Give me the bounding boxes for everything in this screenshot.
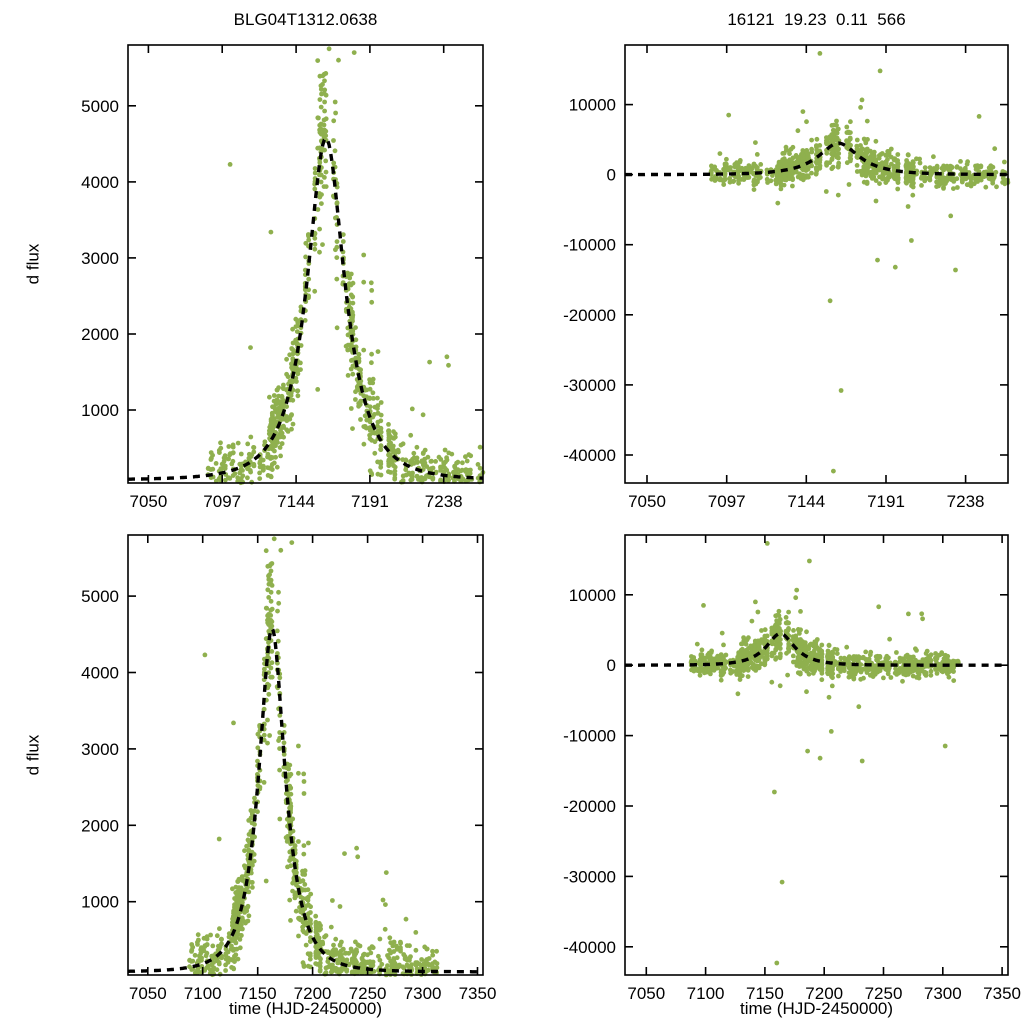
svg-text:5000: 5000 — [81, 97, 119, 116]
svg-text:3000: 3000 — [81, 740, 119, 759]
svg-text:7097: 7097 — [708, 492, 746, 511]
scatter-points — [187, 536, 440, 978]
fit-curve — [625, 631, 1008, 667]
svg-text:7191: 7191 — [351, 492, 389, 511]
svg-text:7300: 7300 — [924, 984, 962, 1003]
svg-text:7350: 7350 — [459, 984, 497, 1003]
svg-text:-30000: -30000 — [563, 376, 616, 395]
x-axis-label-bottom-right: time (HJD-2450000) — [739, 999, 894, 1018]
svg-text:7200: 7200 — [294, 984, 332, 1003]
axes-ticks: 7050 7097 7144 7191 7238 1000 2000 3000 4000 5000 — [81, 45, 483, 511]
svg-text:7050: 7050 — [627, 984, 665, 1003]
svg-text:1000: 1000 — [81, 893, 119, 912]
scatter-points — [688, 541, 961, 966]
svg-text:7097: 7097 — [203, 492, 241, 511]
x-axis-label-bottom-left: time (HJD-2450000) — [228, 999, 383, 1018]
svg-text:7050: 7050 — [628, 492, 666, 511]
svg-text:7238: 7238 — [947, 492, 985, 511]
svg-text:4000: 4000 — [81, 173, 119, 192]
panel-title-params: 16121 19.23 0.11 566 — [727, 10, 906, 29]
fit-curve — [128, 625, 483, 974]
svg-text:4000: 4000 — [81, 664, 119, 683]
plot-frame — [624, 44, 1009, 484]
plot-frame — [127, 534, 484, 976]
svg-text:-20000: -20000 — [563, 797, 616, 816]
svg-text:7300: 7300 — [404, 984, 442, 1003]
svg-text:-40000: -40000 — [563, 446, 616, 465]
panel-top-right: 7050 7097 7144 7191 7238 10000 0 -10000 -20000 -3… — [563, 44, 1011, 511]
svg-text:2000: 2000 — [81, 816, 119, 835]
panel-title-event: BLG04T1312.0638 — [233, 10, 378, 29]
axes-ticks: 7050 7100 7150 7200 7250 7300 7350 10000 0 -10000… — [563, 535, 1021, 1003]
svg-text:7250: 7250 — [865, 984, 903, 1003]
svg-text:-10000: -10000 — [563, 727, 616, 746]
svg-text:7200: 7200 — [805, 984, 843, 1003]
plot-frame — [127, 44, 484, 484]
panel-bottom-right: 7050 7100 7150 7200 7250 7300 7350 10000 0 -10000… — [563, 534, 1021, 1003]
svg-text:10000: 10000 — [569, 586, 616, 605]
plot-frame — [624, 534, 1009, 976]
y-axis-label-bottom: d flux — [23, 734, 43, 776]
panel-top-left: 7050 7097 7144 7191 7238 1000 2000 3000 4000 5000 — [81, 44, 486, 511]
svg-text:5000: 5000 — [81, 587, 119, 606]
panel-bottom-left: 7050 7100 7150 7200 7250 7300 7350 1000 2000 3000… — [81, 534, 496, 1003]
svg-text:1000: 1000 — [81, 401, 119, 420]
svg-text:7150: 7150 — [746, 984, 784, 1003]
svg-text:7350: 7350 — [983, 984, 1021, 1003]
svg-text:0: 0 — [607, 166, 616, 185]
axes-ticks: 7050 7097 7144 7191 7238 10000 0 -10000 -20000 -3… — [563, 45, 1008, 511]
svg-text:7238: 7238 — [425, 492, 463, 511]
y-axis-label-top: d flux — [23, 243, 43, 285]
axes-ticks: 7050 7100 7150 7200 7250 7300 7350 1000 2000 3000… — [81, 535, 496, 1003]
svg-text:-30000: -30000 — [563, 867, 616, 886]
scatter-points — [205, 46, 486, 486]
svg-text:3000: 3000 — [81, 249, 119, 268]
svg-text:-10000: -10000 — [563, 236, 616, 255]
svg-text:7100: 7100 — [687, 984, 725, 1003]
svg-text:7050: 7050 — [129, 492, 167, 511]
svg-text:7100: 7100 — [184, 984, 222, 1003]
svg-text:2000: 2000 — [81, 325, 119, 344]
svg-text:7250: 7250 — [349, 984, 387, 1003]
scatter-points — [708, 51, 1011, 474]
svg-text:7050: 7050 — [129, 984, 167, 1003]
svg-text:7150: 7150 — [239, 984, 277, 1003]
svg-text:7144: 7144 — [277, 492, 315, 511]
svg-text:0: 0 — [607, 656, 616, 675]
svg-text:-20000: -20000 — [563, 306, 616, 325]
svg-text:-40000: -40000 — [563, 938, 616, 957]
svg-text:7191: 7191 — [867, 492, 905, 511]
svg-text:10000: 10000 — [569, 96, 616, 115]
svg-text:7144: 7144 — [787, 492, 825, 511]
